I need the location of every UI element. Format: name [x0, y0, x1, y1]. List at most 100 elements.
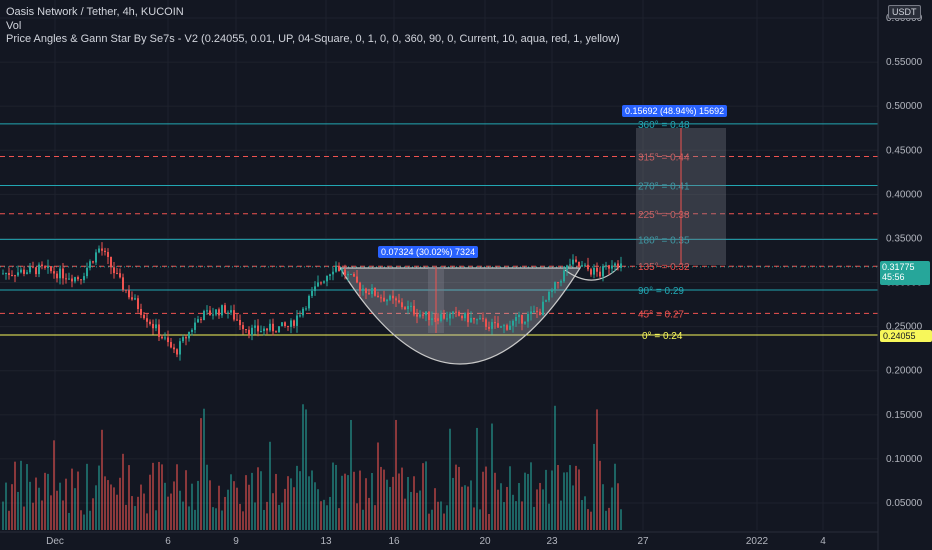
volume-bar: [2, 501, 4, 530]
gann-level-label: 180° = 0.35: [638, 235, 690, 246]
candle-body: [11, 275, 13, 277]
volume-bar: [365, 478, 367, 530]
volume-bar: [230, 474, 232, 530]
volume-bar: [608, 507, 610, 530]
candle-body: [56, 273, 58, 279]
time-tick-label: 2022: [746, 536, 769, 547]
candle-body: [47, 266, 49, 268]
volume-bar: [227, 489, 229, 530]
volume-bar: [347, 475, 349, 530]
volume-bar: [212, 507, 214, 530]
volume-bar: [248, 484, 250, 530]
candle-body: [527, 313, 529, 322]
current-price-value: 0.31775: [882, 262, 915, 272]
candle-body: [551, 289, 553, 292]
volume-bar: [278, 504, 280, 530]
volume-bar: [398, 473, 400, 530]
volume-bar: [65, 478, 67, 530]
volume-bar: [245, 475, 247, 530]
gann-level-label: 360° = 0.48: [638, 120, 690, 131]
volume-bar: [431, 509, 433, 530]
candle-body: [260, 331, 262, 333]
volume-bar: [110, 484, 112, 530]
gann-indicator-label[interactable]: Price Angles & Gann Star By Se7s - V2 (0…: [6, 33, 620, 45]
volume-bar: [305, 409, 307, 530]
volume-bar: [383, 469, 385, 530]
candle-body: [17, 272, 19, 276]
candle-body: [233, 310, 235, 320]
candle-body: [431, 318, 433, 321]
candle-body: [41, 264, 43, 267]
volume-bar: [122, 453, 124, 530]
candle-body: [605, 265, 607, 267]
candle-body: [299, 315, 301, 317]
volume-bar: [41, 500, 43, 530]
volume-bar: [308, 476, 310, 530]
volume-bar: [620, 509, 622, 530]
time-axis[interactable]: Dec 6 9 13 16 20 23 27 2022 4: [0, 531, 878, 547]
volume-bar: [191, 483, 193, 530]
candle-body: [8, 272, 10, 276]
volume-bar: [314, 482, 316, 530]
candle-body: [611, 265, 613, 269]
cup-pattern-shape: [338, 267, 582, 365]
volume-bar: [29, 481, 31, 530]
measure-label-large[interactable]: 0.15692 (48.94%) 15692: [622, 105, 728, 117]
volume-bar: [47, 473, 49, 530]
symbol-title[interactable]: Oasis Network / Tether, 4h, KUCOIN: [6, 6, 184, 18]
candle-body: [545, 300, 547, 302]
candle-body: [401, 302, 403, 308]
candle-body: [404, 307, 406, 310]
drawings[interactable]: [338, 128, 726, 365]
volume-bar: [536, 489, 538, 530]
volume-bar: [263, 509, 265, 530]
gann-level-label: 225° = 0.38: [638, 210, 690, 221]
volume-bar: [470, 480, 472, 530]
volume-bar: [98, 465, 100, 530]
currency-badge[interactable]: USDT: [888, 5, 921, 19]
volume-bar: [137, 496, 139, 530]
candle-body: [563, 270, 565, 282]
volume-bar: [392, 476, 394, 530]
candle-body: [557, 282, 559, 284]
volume-bar: [368, 497, 370, 530]
price-tick-label: 0.15000: [886, 410, 923, 421]
gann-level-label: 315° = 0.44: [638, 152, 690, 163]
candle-body: [302, 308, 304, 316]
candle-body: [236, 319, 238, 321]
candle-body: [542, 301, 544, 316]
measure-label-small[interactable]: 0.07324 (30.02%) 7324: [378, 246, 479, 258]
volume-bar: [551, 470, 553, 530]
volume-indicator-label[interactable]: Vol: [6, 20, 22, 32]
volume-bar: [299, 471, 301, 530]
volume-bar: [80, 510, 82, 530]
candle-body: [221, 305, 223, 316]
candle-body: [200, 319, 202, 321]
price-tick-label: 0.25000: [886, 322, 923, 333]
candle-body: [206, 310, 208, 312]
candle-body: [137, 298, 139, 309]
candle-body: [254, 325, 256, 328]
candle-body: [317, 282, 319, 287]
volume-bar: [269, 441, 271, 530]
candle-body: [407, 306, 409, 310]
candle-body: [269, 323, 271, 331]
volume-bar: [206, 464, 208, 530]
volume-bar: [521, 501, 523, 530]
candle-body: [71, 278, 73, 282]
candle-body: [581, 265, 583, 267]
candle-body: [488, 326, 490, 329]
price-tick-label: 0.40000: [886, 189, 923, 200]
volume-bar: [575, 465, 577, 530]
candle-body: [440, 314, 442, 321]
price-axis[interactable]: 0.600000.550000.500000.450000.400000.350…: [877, 0, 923, 550]
candle-body: [593, 267, 595, 275]
candle-body: [521, 314, 523, 324]
volume-bar: [293, 487, 295, 530]
candle-body: [224, 305, 226, 313]
candle-body: [572, 259, 574, 265]
gann-level-label: 90° = 0.29: [638, 286, 684, 297]
volume-bar: [233, 481, 235, 530]
